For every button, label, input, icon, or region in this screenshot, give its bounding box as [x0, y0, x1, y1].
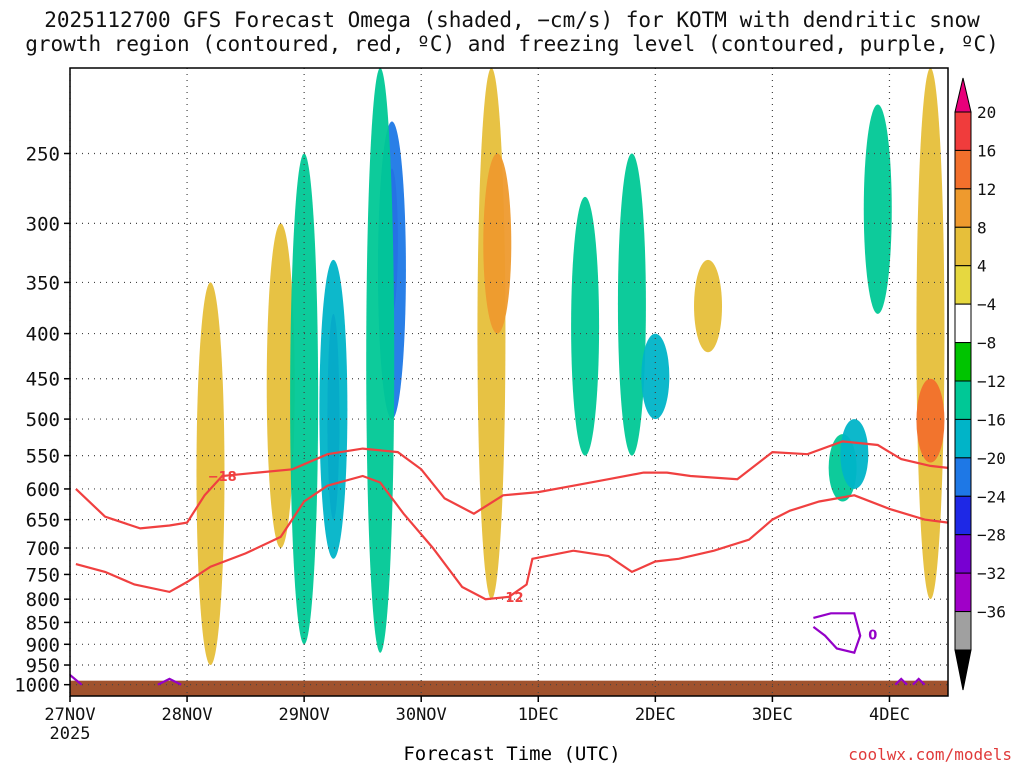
colorbar-bin — [954, 380, 972, 420]
colorbar-bin — [954, 611, 972, 651]
omega-region-1 — [266, 223, 295, 549]
x-tick-sublabel: 2025 — [50, 724, 91, 744]
freezing-contour-4 — [912, 677, 926, 686]
x-tick-label: 4DEC — [869, 705, 910, 725]
y-tick-label: 500 — [26, 409, 60, 431]
colorbar-label: 4 — [977, 257, 987, 276]
colorbar-bin — [954, 265, 972, 305]
plot-frame — [69, 67, 949, 697]
ground — [70, 680, 948, 696]
x-tick-label: 1DEC — [518, 705, 559, 725]
x-tick-label: 27NOV — [44, 705, 95, 725]
colorbar-bin — [954, 303, 972, 344]
colorbar-label: −32 — [977, 564, 1006, 583]
x-tick-label: 3DEC — [752, 705, 793, 725]
omega-region-16 — [840, 419, 869, 489]
colorbar-bin — [954, 111, 972, 151]
colorbar-label: 20 — [977, 103, 996, 122]
omega-region-9 — [477, 68, 506, 600]
y-tick-label: 700 — [26, 538, 60, 560]
y-tick-label: 600 — [26, 479, 60, 501]
omega-region-17 — [863, 104, 892, 314]
freezing-contour-1 — [69, 674, 83, 686]
omega-region-10 — [483, 153, 512, 334]
x-tick-label: 29NOV — [279, 705, 330, 725]
colorbar-bin — [954, 495, 972, 536]
contour-lines: −18 −12 0 — [69, 440, 949, 686]
x-tick-label: 28NOV — [161, 705, 212, 725]
freezing-contour-0 — [812, 612, 862, 655]
y-tick-label: 350 — [26, 272, 60, 294]
colorbar-bin — [954, 534, 972, 574]
axes: 2503003504004505005506006507007508008509… — [14, 67, 949, 744]
y-tick-label: 550 — [26, 446, 60, 468]
ground-fill — [70, 680, 948, 696]
y-tick-label: 800 — [26, 589, 60, 611]
colorbar-top-arrow — [954, 77, 972, 113]
colorbar-label: −16 — [977, 410, 1006, 429]
colorbar-bin — [954, 457, 972, 497]
colorbar: 20 16 12 8 4 −4 −8 −12 −16 −20 −24 −28 −32 −36 — [954, 77, 1006, 691]
omega-region-5 — [319, 259, 348, 559]
y-tick-label: 950 — [26, 655, 60, 677]
chart-title-line-2: growth region (contoured, red, ºC) and f… — [25, 32, 999, 56]
colorbar-label: −12 — [977, 372, 1006, 391]
chart-title-line-1: 2025112700 GFS Forecast Omega (shaded, −… — [44, 8, 980, 32]
y-tick-label: 400 — [26, 324, 60, 346]
colorbar-bin — [954, 342, 972, 382]
omega-region-12 — [617, 153, 646, 456]
y-tick-label: 300 — [26, 213, 60, 235]
y-tick-label: 850 — [26, 612, 60, 634]
colorbar-label: −36 — [977, 603, 1006, 622]
dgz-contour-label: −12 — [495, 591, 524, 606]
omega-region-14 — [694, 259, 723, 353]
omega-region-11 — [571, 196, 600, 456]
freezing-contour-label: 0 — [868, 629, 877, 644]
credit-text: coolwx.com/models — [848, 745, 1012, 764]
colorbar-bin — [954, 149, 972, 190]
freezing-contour-2 — [157, 677, 182, 686]
colorbar-label: −20 — [977, 449, 1006, 468]
colorbar-label: −24 — [977, 487, 1006, 506]
x-axis-label: Forecast Time (UTC) — [403, 743, 621, 765]
x-tick-label: 30NOV — [396, 705, 447, 725]
colorbar-bottom-arrow — [954, 649, 972, 691]
colorbar-label: 8 — [977, 218, 987, 237]
colorbar-bin — [954, 572, 972, 613]
omega-region-8 — [366, 68, 395, 653]
dgz-contour-label: −18 — [208, 470, 237, 485]
y-tick-label: 650 — [26, 510, 60, 532]
omega-region-13 — [641, 333, 670, 420]
colorbar-label: 16 — [977, 141, 996, 160]
colorbar-label: −8 — [977, 334, 996, 353]
colorbar-bin — [954, 418, 972, 459]
freezing-contour-3 — [894, 677, 908, 686]
y-tick-label: 450 — [26, 369, 60, 391]
y-tick-label: 750 — [26, 564, 60, 586]
colorbar-label: 12 — [977, 180, 996, 199]
colorbar-label: −28 — [977, 526, 1006, 545]
colorbar-bin — [954, 226, 972, 267]
y-tick-label: 1000 — [14, 675, 60, 697]
colorbar-bin — [954, 188, 972, 228]
colorbar-label: −4 — [977, 295, 996, 314]
omega-region-19 — [916, 378, 945, 463]
y-tick-label: 250 — [26, 143, 60, 165]
dgz-contour-1 — [75, 474, 949, 601]
grid-lines — [69, 68, 948, 696]
dgz-contour-0 — [75, 440, 949, 530]
y-tick-label: 900 — [26, 634, 60, 656]
x-tick-label: 2DEC — [635, 705, 676, 725]
omega-region-0 — [196, 282, 225, 666]
